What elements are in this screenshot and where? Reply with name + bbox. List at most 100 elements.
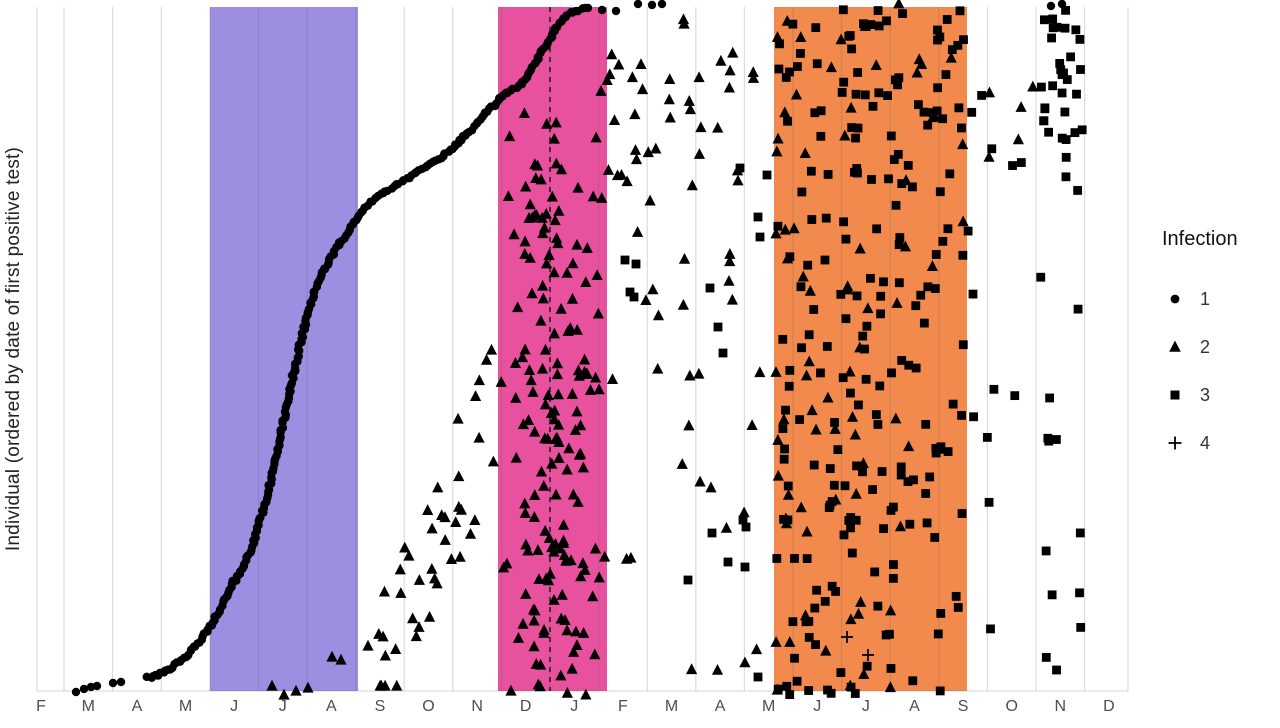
point-infection-2 — [432, 481, 444, 493]
point-infection-3 — [876, 291, 886, 301]
point-infection-3 — [811, 640, 820, 649]
point-infection-3 — [783, 481, 793, 491]
point-infection-3 — [1060, 23, 1070, 33]
point-infection-2 — [539, 343, 552, 355]
legend-title: Infection — [1162, 228, 1238, 250]
point-infection-2 — [335, 653, 347, 665]
point-infection-3 — [872, 224, 882, 234]
point-infection-2 — [551, 357, 564, 369]
point-infection-3 — [846, 388, 855, 398]
point-infection-3 — [807, 215, 817, 224]
point-infection-2 — [558, 549, 570, 561]
point-infection-1 — [633, 0, 643, 9]
point-infection-3 — [852, 461, 861, 471]
point-infection-2 — [636, 83, 649, 95]
triangle-marker-icon — [1169, 340, 1181, 352]
point-infection-3 — [866, 273, 875, 283]
point-infection-2 — [810, 423, 822, 435]
point-infection-3 — [938, 236, 948, 246]
point-infection-2 — [685, 663, 698, 675]
point-infection-3 — [894, 278, 904, 288]
point-infection-3 — [921, 489, 931, 498]
point-infection-2 — [926, 260, 939, 271]
x-axis-tick-label: N — [471, 698, 483, 715]
point-infection-2 — [587, 590, 599, 602]
point-infection-2 — [591, 269, 603, 281]
point-infection-3 — [718, 348, 728, 358]
point-infection-3 — [859, 19, 868, 29]
point-infection-2 — [278, 688, 290, 700]
point-infection-2 — [795, 31, 807, 42]
point-infection-3 — [790, 653, 799, 663]
x-axis-tick-label: S — [958, 698, 969, 715]
point-infection-3 — [845, 31, 855, 40]
point-infection-2 — [584, 384, 597, 395]
point-infection-2 — [549, 404, 561, 416]
point-infection-2 — [403, 549, 415, 561]
point-infection-3 — [839, 217, 849, 227]
point-infection-2 — [535, 314, 547, 326]
point-infection-2 — [519, 248, 531, 259]
point-infection-2 — [593, 383, 605, 395]
point-infection-3 — [968, 289, 978, 299]
point-infection-2 — [542, 389, 554, 401]
point-infection-2 — [480, 353, 493, 365]
point-infection-3 — [1036, 272, 1046, 282]
point-infection-2 — [693, 148, 706, 159]
point-infection-2 — [566, 292, 579, 304]
point-infection-3 — [858, 331, 868, 341]
point-infection-3 — [820, 255, 830, 265]
point-infection-2 — [842, 280, 854, 292]
point-infection-3 — [936, 609, 946, 618]
point-infection-2 — [894, 520, 907, 532]
point-infection-3 — [723, 557, 733, 567]
point-infection-2 — [450, 516, 462, 528]
point-infection-3 — [882, 16, 891, 26]
point-infection-3 — [931, 250, 941, 259]
point-infection-3 — [957, 411, 967, 420]
point-infection-3 — [788, 617, 798, 627]
point-infection-3 — [862, 661, 872, 671]
point-infection-2 — [426, 522, 438, 534]
point-infection-2 — [577, 461, 589, 473]
point-infection-3 — [846, 682, 856, 692]
point-infection-3 — [928, 108, 937, 118]
point-infection-2 — [589, 371, 602, 383]
point-infection-3 — [870, 567, 880, 577]
point-infection-2 — [750, 643, 763, 655]
point-infection-2 — [548, 545, 560, 557]
point-infection-2 — [517, 418, 529, 430]
point-infection-3 — [932, 106, 942, 116]
point-infection-3 — [874, 88, 884, 98]
point-infection-2 — [890, 412, 902, 424]
point-infection-2 — [464, 528, 477, 539]
point-infection-3 — [1070, 128, 1080, 138]
point-infection-3 — [888, 502, 898, 512]
point-infection-2 — [504, 130, 516, 142]
point-infection-2 — [577, 557, 589, 569]
point-infection-2 — [580, 276, 592, 288]
point-infection-2 — [326, 650, 338, 662]
point-infection-2 — [394, 563, 406, 575]
point-infection-3 — [1044, 127, 1054, 137]
point-infection-3 — [773, 221, 783, 231]
point-infection-2 — [528, 511, 540, 522]
point-infection-2 — [806, 404, 818, 416]
point-infection-3 — [804, 632, 814, 642]
point-infection-3 — [854, 400, 863, 410]
point-infection-3 — [909, 475, 918, 485]
legend-item-label: 3 — [1200, 384, 1211, 405]
point-infection-3 — [871, 410, 881, 420]
point-infection-2 — [626, 71, 639, 83]
x-axis-tick-label: J — [862, 698, 870, 715]
point-infection-3 — [908, 676, 918, 686]
point-infection-3 — [1008, 161, 1017, 170]
point-infection-3 — [895, 233, 905, 242]
point-infection-3 — [1075, 588, 1084, 598]
point-infection-3 — [782, 681, 792, 691]
point-infection-2 — [485, 343, 498, 355]
point-infection-2 — [543, 532, 555, 543]
point-infection-2 — [526, 287, 538, 299]
point-infection-3 — [1061, 152, 1071, 162]
